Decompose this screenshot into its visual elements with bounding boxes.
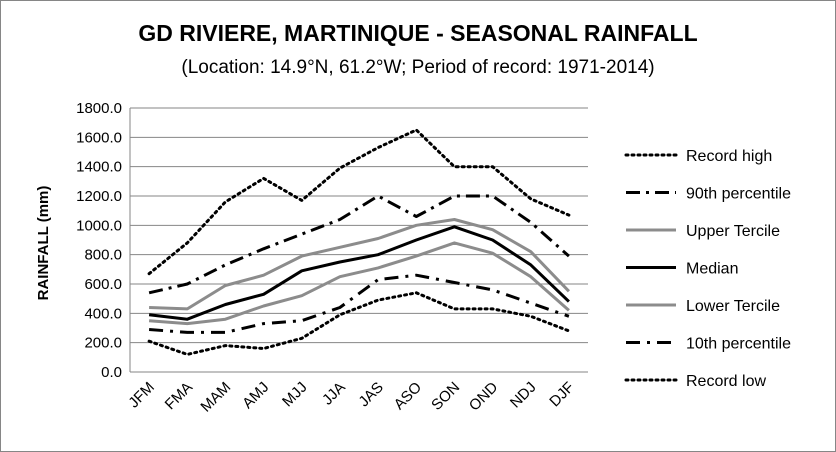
y-tick-label: 800.0 — [84, 247, 122, 264]
y-tick-label: 1800.0 — [76, 100, 122, 117]
x-tick-label: MJJ — [279, 379, 310, 410]
grid-lines — [129, 107, 588, 373]
x-tick-label: MAM — [197, 379, 234, 416]
x-axis-ticks: JFM FMA MAM AMJ MJJ JJA JAS ASO SON OND NDJ DJF — [125, 379, 577, 416]
chart-title: GD RIVIERE, MARTINIQUE - SEASONAL RAINFA… — [138, 20, 698, 46]
x-tick-label: OND — [466, 379, 502, 415]
x-tick-label: FMA — [162, 379, 196, 413]
series-lines — [147, 128, 571, 356]
series-line-upper-tercile — [149, 218, 570, 311]
legend-label: Median — [686, 261, 738, 278]
x-tick-label: JFM — [125, 379, 158, 412]
x-tick-label: ASO — [391, 379, 425, 413]
x-tick-label: JAS — [355, 379, 386, 410]
y-tick-label: 1400.0 — [76, 159, 122, 176]
y-tick-label: 1000.0 — [76, 217, 122, 234]
legend-label: Upper Tercile — [686, 223, 780, 240]
legend-label: Record low — [686, 373, 766, 390]
series-line-lower-tercile — [148, 241, 570, 326]
y-tick-label: 1600.0 — [76, 129, 122, 146]
chart-subtitle: (Location: 14.9°N, 61.2°W; Period of rec… — [181, 57, 655, 78]
legend-label: 10th percentile — [686, 336, 791, 353]
legend: Record high 90th percentile Upper Tercile M… — [624, 148, 791, 390]
series-line-record-low — [147, 291, 571, 356]
x-tick-label: JJA — [319, 379, 349, 409]
y-tick-label: 600.0 — [84, 276, 122, 293]
y-axis-ticks: 0.0 200.0 400.0 600.0 800.0 1000.0 1200.0 1400.… — [76, 100, 122, 381]
y-tick-label: 400.0 — [84, 305, 122, 322]
series-line-10th-percentile — [148, 273, 570, 334]
y-tick-label: 0.0 — [101, 364, 122, 381]
series-line-90th-percentile — [148, 194, 570, 295]
y-tick-label: 1200.0 — [76, 188, 122, 205]
x-tick-label: NDJ — [507, 379, 540, 412]
x-tick-label: SON — [428, 379, 463, 414]
legend-label: Record high — [686, 148, 772, 165]
x-tick-label: DJF — [546, 379, 577, 410]
legend-label: 90th percentile — [686, 186, 791, 203]
y-axis-label: RAINFALL (mm) — [35, 186, 52, 301]
series-line-median — [148, 225, 570, 321]
series-line-record-high — [147, 128, 571, 276]
y-tick-label: 200.0 — [84, 335, 122, 352]
legend-label: Lower Tercile — [686, 298, 780, 315]
x-tick-label: AMJ — [239, 379, 272, 412]
